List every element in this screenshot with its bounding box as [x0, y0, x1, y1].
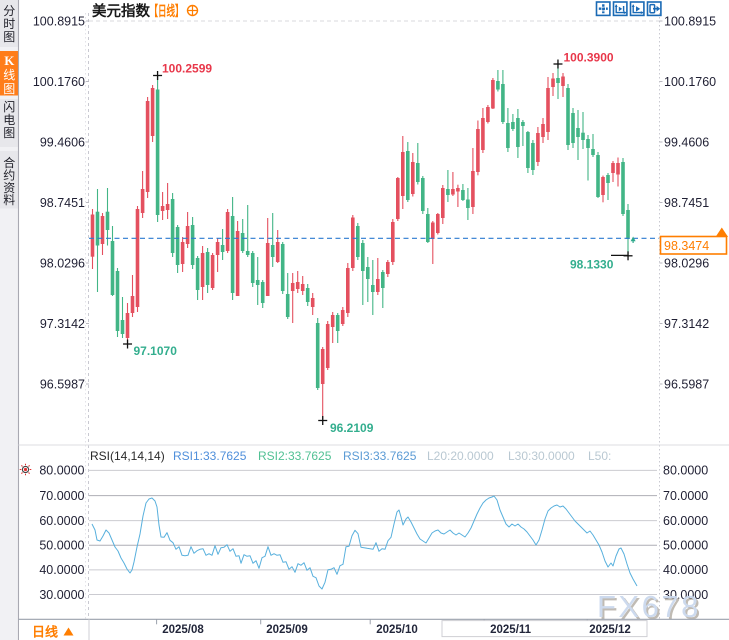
svg-text:L50:: L50: — [588, 449, 611, 463]
svg-text:图: 图 — [3, 126, 15, 140]
svg-text:80.0000: 80.0000 — [663, 464, 708, 478]
svg-text:98.1330: 98.1330 — [570, 258, 614, 272]
svg-text:RSI1:33.7625: RSI1:33.7625 — [173, 449, 247, 463]
svg-text:80.0000: 80.0000 — [39, 464, 84, 478]
svg-text:60.0000: 60.0000 — [663, 514, 708, 528]
svg-text:96.5987: 96.5987 — [40, 377, 85, 391]
svg-text:时: 时 — [3, 17, 15, 31]
svg-text:2025/11: 2025/11 — [490, 624, 532, 636]
svg-text:图: 图 — [3, 82, 15, 96]
svg-text:30.0000: 30.0000 — [663, 588, 708, 602]
svg-text:50.0000: 50.0000 — [663, 539, 708, 553]
svg-text:98.0296: 98.0296 — [40, 256, 85, 270]
svg-text:RSI(14,14,14): RSI(14,14,14) — [90, 449, 165, 463]
svg-text:2025/10: 2025/10 — [376, 624, 418, 636]
svg-text:料: 料 — [3, 193, 15, 207]
svg-text:100.1760: 100.1760 — [33, 75, 85, 89]
svg-text:98.0296: 98.0296 — [664, 256, 709, 270]
svg-text:70.0000: 70.0000 — [39, 489, 84, 503]
svg-text:98.7451: 98.7451 — [664, 196, 709, 210]
svg-text:98.3474: 98.3474 — [664, 239, 709, 253]
svg-text:L20:20.0000: L20:20.0000 — [427, 449, 494, 463]
svg-text:【日线】: 【日线】 — [150, 3, 184, 19]
svg-text:100.8915: 100.8915 — [33, 14, 85, 28]
svg-text:98.7451: 98.7451 — [40, 196, 85, 210]
svg-text:线: 线 — [3, 68, 15, 82]
svg-text:图: 图 — [3, 30, 15, 44]
svg-text:RSI3:33.7625: RSI3:33.7625 — [343, 449, 417, 463]
svg-text:约: 约 — [3, 167, 15, 182]
svg-text:资: 资 — [3, 181, 15, 195]
svg-text:97.3142: 97.3142 — [40, 317, 85, 331]
svg-text:30.0000: 30.0000 — [39, 588, 84, 602]
svg-text:100.3900: 100.3900 — [564, 51, 614, 65]
svg-text:合: 合 — [3, 155, 15, 170]
svg-text:FX678: FX678 — [597, 589, 701, 624]
svg-text:100.8915: 100.8915 — [664, 14, 716, 28]
svg-text:99.4606: 99.4606 — [664, 135, 709, 149]
svg-text:97.3142: 97.3142 — [664, 317, 709, 331]
svg-text:闪: 闪 — [3, 100, 15, 114]
svg-text:97.1070: 97.1070 — [134, 344, 178, 358]
svg-text:L30:30.0000: L30:30.0000 — [508, 449, 575, 463]
svg-text:电: 电 — [3, 113, 15, 127]
svg-text:99.4606: 99.4606 — [40, 135, 85, 149]
svg-text:50.0000: 50.0000 — [39, 539, 84, 553]
svg-text:2025/08: 2025/08 — [162, 624, 204, 636]
svg-text:96.5987: 96.5987 — [664, 377, 709, 391]
svg-text:60.0000: 60.0000 — [39, 514, 84, 528]
svg-text:分: 分 — [3, 4, 15, 18]
svg-text:2025/12: 2025/12 — [589, 624, 631, 636]
svg-text:96.2109: 96.2109 — [330, 421, 374, 435]
svg-text:100.1760: 100.1760 — [664, 75, 716, 89]
svg-text:70.0000: 70.0000 — [663, 489, 708, 503]
svg-text:40.0000: 40.0000 — [39, 563, 84, 577]
svg-text:美元指数: 美元指数 — [92, 2, 150, 20]
svg-text:K: K — [4, 53, 15, 68]
svg-text:40.0000: 40.0000 — [663, 563, 708, 577]
svg-text:100.2599: 100.2599 — [162, 62, 212, 76]
svg-text:2025/09: 2025/09 — [266, 624, 308, 636]
svg-text:RSI2:33.7625: RSI2:33.7625 — [258, 449, 332, 463]
svg-text:日线: 日线 — [32, 625, 58, 640]
